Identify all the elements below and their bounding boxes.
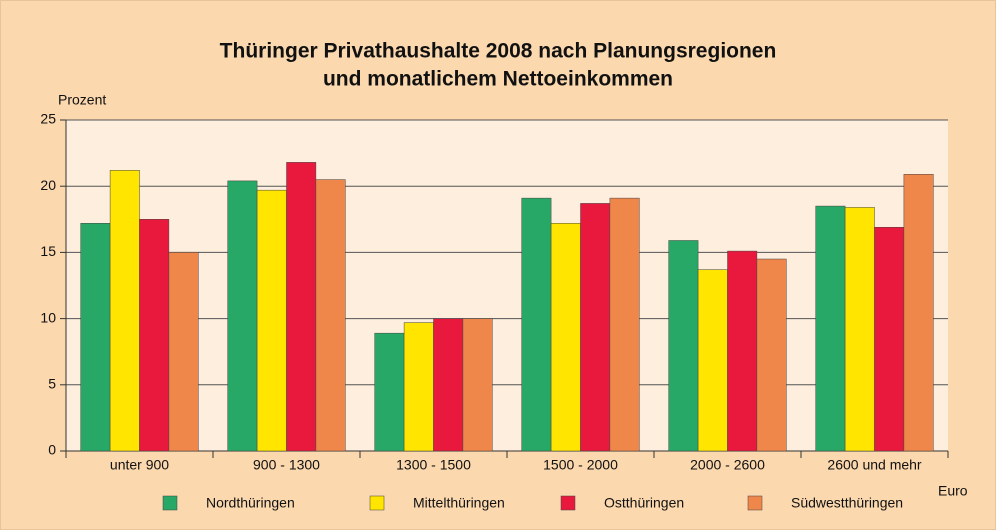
y-tick-label: 20	[40, 177, 56, 193]
x-tick-label: 2000 - 2600	[690, 457, 765, 473]
x-tick-label: 1500 - 2000	[543, 457, 618, 473]
plot-area	[66, 120, 948, 451]
bar	[550, 223, 581, 452]
bar	[697, 269, 728, 452]
bar	[903, 174, 934, 452]
y-tick-label: 0	[48, 442, 56, 458]
bar	[521, 197, 552, 452]
bar	[727, 250, 758, 452]
bar	[286, 162, 317, 452]
legend-label: Mittelthüringen	[413, 495, 505, 511]
bar	[844, 207, 875, 452]
bar	[227, 180, 258, 452]
bar	[756, 258, 787, 452]
x-axis-label: Euro	[938, 483, 968, 499]
bar	[668, 240, 699, 452]
chart-title: und monatlichem Nettoeinkommen	[323, 68, 673, 91]
legend-swatch	[369, 495, 385, 511]
legend-swatch	[162, 495, 178, 511]
y-tick-label: 25	[40, 111, 56, 127]
x-tick-label: 900 - 1300	[253, 457, 320, 473]
bar	[874, 226, 905, 452]
legend-swatch	[560, 495, 576, 511]
bar	[168, 252, 199, 452]
bar	[315, 179, 346, 452]
bar	[580, 203, 611, 452]
x-tick-label: unter 900	[110, 457, 169, 473]
bar	[433, 318, 464, 452]
y-tick-label: 15	[40, 243, 56, 259]
x-tick-label: 2600 und mehr	[827, 457, 922, 473]
legend-swatch	[747, 495, 763, 511]
bar	[80, 223, 111, 452]
x-tick-label: 1300 - 1500	[396, 457, 471, 473]
legend-label: Ostthüringen	[604, 495, 684, 511]
bar	[403, 322, 434, 452]
chart-title: Thüringer Privathaushalte 2008 nach Plan…	[220, 40, 777, 63]
bar	[139, 219, 170, 452]
bar	[256, 189, 287, 452]
legend-label: Südwestthüringen	[791, 495, 903, 511]
y-tick-label: 10	[40, 309, 56, 325]
bar	[609, 197, 640, 452]
bar	[374, 332, 405, 452]
bar	[815, 205, 846, 452]
y-tick-label: 5	[48, 376, 56, 392]
bar	[462, 318, 493, 452]
y-axis-label: Prozent	[58, 92, 106, 108]
legend-label: Nordthüringen	[206, 495, 295, 511]
bar	[109, 170, 140, 452]
